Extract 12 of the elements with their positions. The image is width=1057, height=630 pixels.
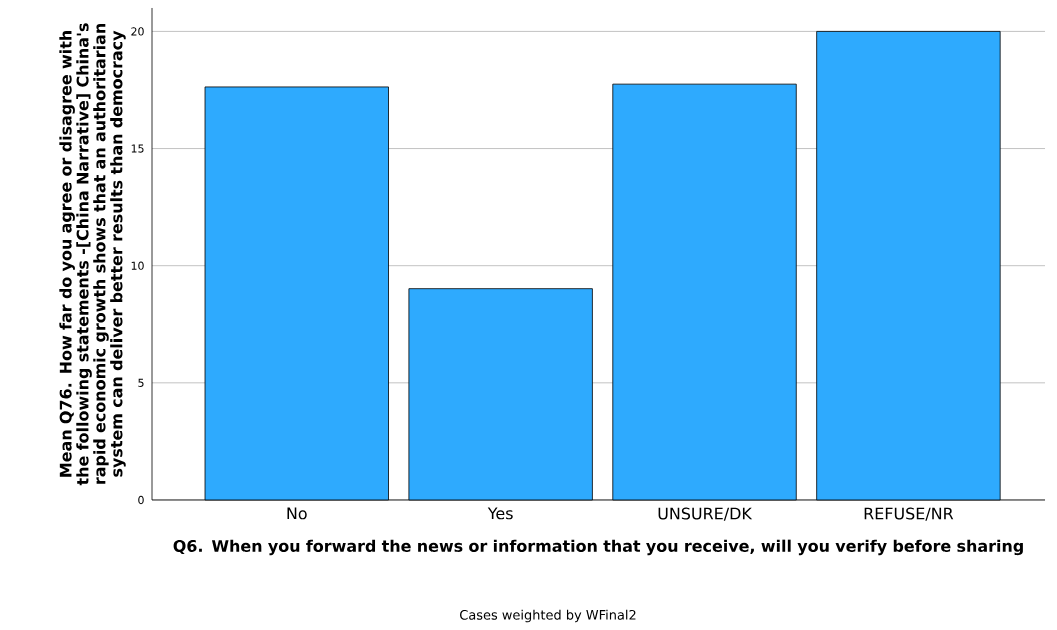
y-axis-title: Mean Q76. How far do you agree or disagree with the following statements -[China Narrative] China's rapid economic growth shows that an authoritarian system can deliver better results than democracy bbox=[59, 23, 126, 486]
text: Cases weighted by WFinal2 bbox=[460, 609, 636, 623]
x-tick-label: UNSURE/DK bbox=[658, 507, 753, 521]
y-tick-label: 5 bbox=[138, 378, 144, 387]
y-tick-label: 0 bbox=[138, 495, 144, 505]
y-tick-label: 10 bbox=[131, 261, 144, 270]
x-tick-label: No bbox=[287, 507, 307, 520]
x-tick-label: REFUSE/NR bbox=[864, 507, 954, 521]
x-tick-label: Yes bbox=[487, 507, 513, 520]
y-tick-label: 20 bbox=[131, 27, 144, 36]
x-axis-title: Q6. When you forward the news or information that you receive, will you verify before sharing bbox=[173, 539, 1023, 556]
y-tick-label: 15 bbox=[131, 144, 144, 153]
